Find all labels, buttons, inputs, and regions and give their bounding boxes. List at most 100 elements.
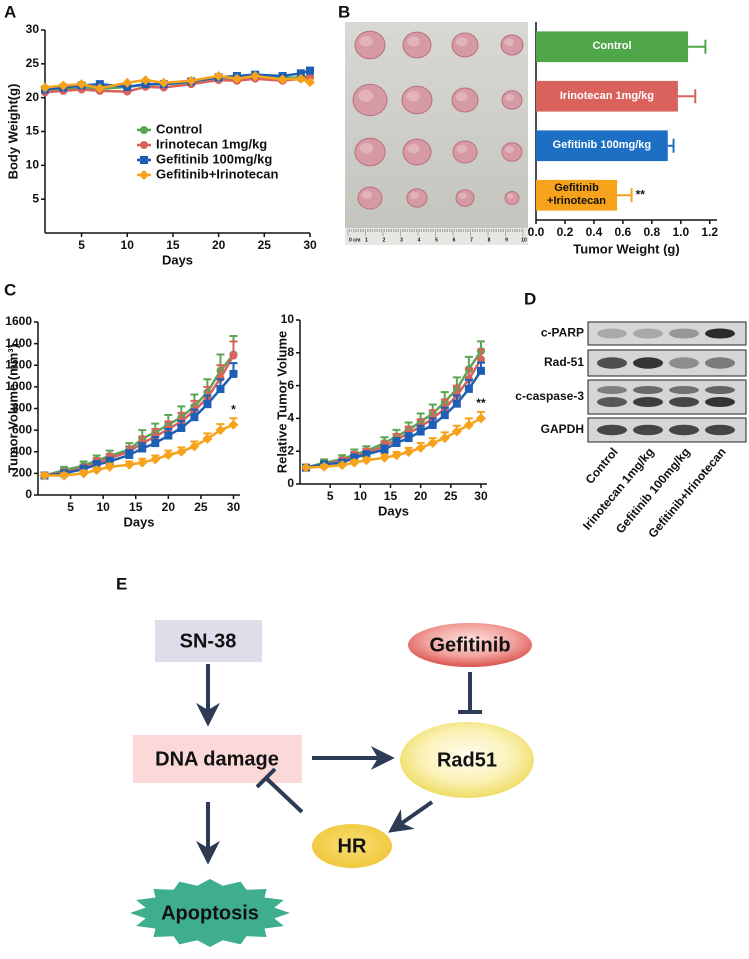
marker (439, 433, 450, 444)
x-tick-label: 10 (354, 489, 368, 503)
marker (176, 446, 187, 457)
marker (361, 455, 372, 466)
marker (391, 450, 402, 461)
y-tick-label: 600 (12, 422, 32, 436)
x-tick-label: 30 (303, 238, 317, 252)
marker (428, 420, 437, 429)
marker (464, 384, 473, 393)
x-tick-label: 0.8 (643, 225, 660, 239)
blot-band (633, 328, 663, 339)
y-tick-label: 0 (287, 476, 294, 490)
marker (476, 366, 485, 375)
x-tick-label: 1.2 (701, 225, 718, 239)
x-tick-label: 20 (212, 238, 226, 252)
arrow (388, 800, 434, 833)
blot-row-label: c-caspase-3 (515, 389, 584, 403)
tumor-highlight (455, 92, 468, 102)
marker (475, 413, 486, 424)
node-ellipse (400, 722, 534, 798)
ruler-label: 1 (365, 237, 368, 243)
ruler-label: 4 (418, 237, 421, 243)
marker (125, 450, 134, 459)
ruler-label: 0 cm (349, 237, 361, 243)
marker (277, 74, 288, 85)
blot-band (705, 424, 735, 436)
ruler-label: 6 (453, 237, 456, 243)
blot-band (597, 424, 627, 436)
x-tick-label: 5 (67, 500, 74, 514)
x-tick-label: 15 (384, 489, 398, 503)
marker (138, 444, 147, 453)
marker (427, 438, 438, 448)
y-tick-label: 25 (26, 56, 40, 70)
node-label: Gefitinib (429, 634, 510, 656)
x-tick-label: 5 (327, 489, 334, 503)
legend-label: Control (156, 121, 202, 136)
marker (59, 470, 70, 481)
marker (362, 450, 371, 459)
node-label: SN-38 (180, 630, 237, 652)
x-tick-label: 1.0 (672, 225, 689, 239)
marker (151, 439, 160, 448)
blot-band (633, 357, 663, 369)
marker (306, 66, 314, 75)
marker (40, 82, 50, 93)
marker (463, 419, 474, 430)
ruler-label: 10 (521, 237, 527, 243)
marker (137, 457, 148, 468)
x-tick-label: 10 (121, 238, 135, 252)
marker (337, 460, 348, 471)
annotation: ** (636, 187, 646, 201)
marker (39, 470, 50, 481)
blot-band (669, 397, 699, 407)
category-label: Gefitinib 100mg/kg (552, 139, 652, 152)
y-tick-label: 800 (12, 401, 32, 415)
blot-row-label: c-PARP (541, 326, 584, 340)
category-label: Control (592, 40, 632, 53)
x-tick-label: 20 (414, 489, 428, 503)
marker (189, 441, 200, 452)
blot-band (705, 328, 735, 339)
panel-label: C (4, 280, 16, 299)
tumor-highlight (507, 193, 514, 199)
marker (140, 156, 148, 164)
marker (250, 71, 261, 82)
x-tick-label: 0.2 (557, 225, 574, 239)
x-tick-label: 25 (444, 489, 458, 503)
marker (319, 461, 330, 472)
node-label: HR (338, 835, 367, 857)
marker (78, 468, 89, 479)
blot-row-label: Rad-51 (544, 355, 584, 369)
tumor-highlight (359, 143, 373, 154)
error-bar (617, 188, 633, 203)
marker (124, 459, 135, 470)
blot-band (705, 397, 735, 407)
marker (216, 385, 225, 394)
inhibit-line (264, 776, 304, 814)
x-tick-label: 0.0 (528, 225, 545, 239)
marker (379, 452, 390, 463)
x-axis-label: Days (162, 252, 193, 267)
marker (94, 83, 105, 94)
marker (92, 460, 101, 469)
bar (536, 80, 678, 112)
pathway-diagram: SN-38 Gefitinib DNA damage Rad51 HR Apop… (130, 620, 534, 947)
marker (349, 457, 360, 468)
node-box (133, 735, 302, 783)
tumor-highlight (358, 89, 374, 102)
blot-band (705, 386, 735, 394)
tumor-highlight (406, 91, 420, 102)
marker (301, 462, 312, 473)
node-star (130, 879, 290, 947)
marker (440, 411, 449, 420)
marker (231, 73, 242, 84)
marker (296, 69, 305, 78)
y-tick-label: 8 (287, 345, 294, 359)
y-tick-label: 4 (287, 411, 294, 425)
tumor-highlight (407, 143, 420, 154)
ruler-label: 5 (435, 237, 438, 243)
marker (229, 351, 238, 360)
annotation: * (231, 402, 236, 416)
node-label: DNA damage (155, 748, 279, 770)
